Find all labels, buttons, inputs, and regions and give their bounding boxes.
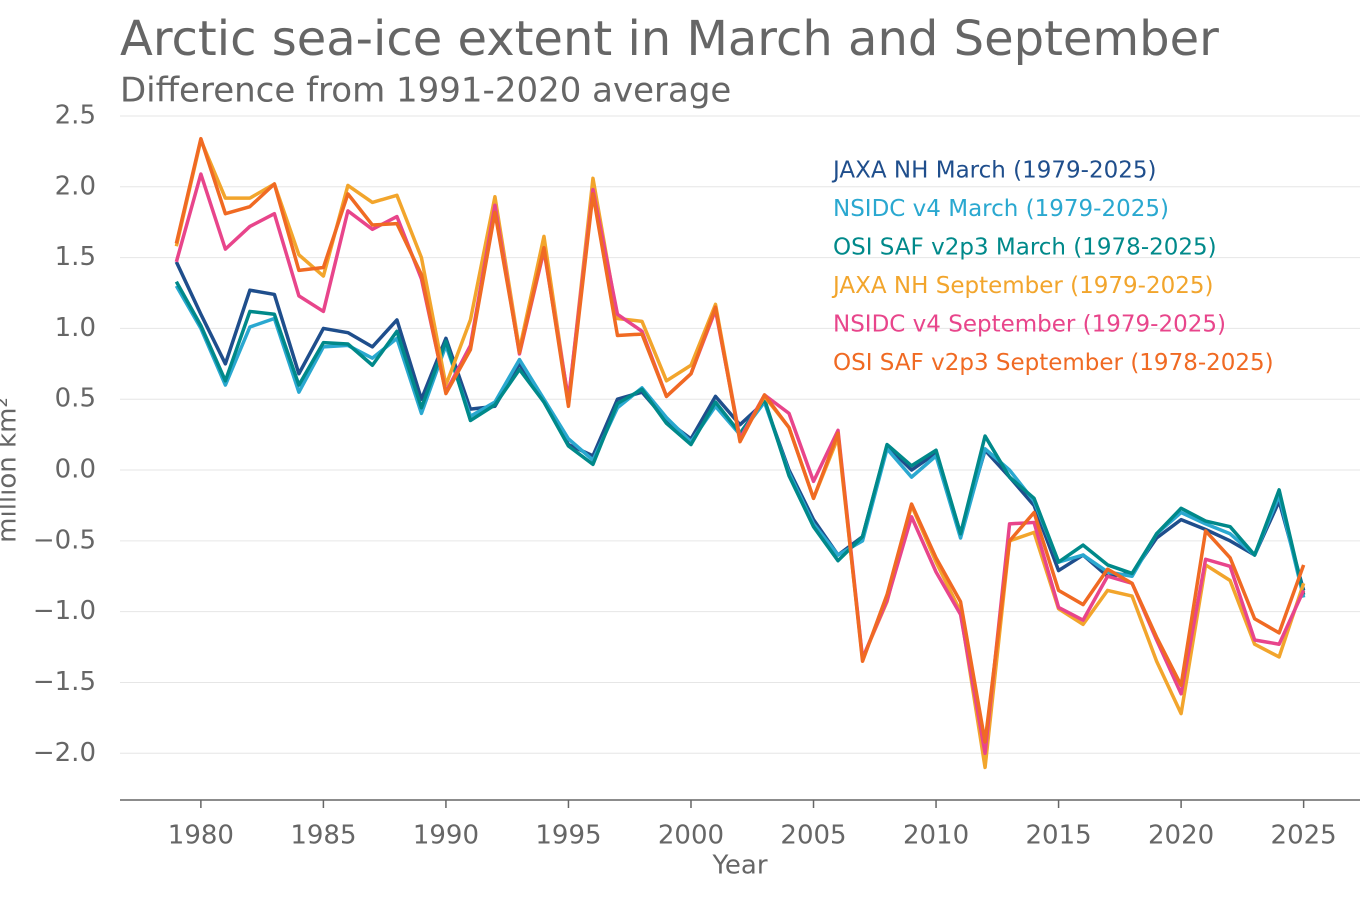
legend-entry: NSIDC v4 March (1979-2025) [833, 196, 1169, 222]
x-tick-label: 1985 [290, 821, 356, 851]
y-tick-label: −2.0 [33, 738, 96, 768]
chart-subtitle: Difference from 1991-2020 average [120, 71, 731, 111]
x-tick-label: 1980 [168, 821, 234, 851]
legend-entry: JAXA NH March (1979-2025) [831, 158, 1156, 184]
x-tick-label: 1990 [413, 821, 479, 851]
series-line [174, 172, 1306, 756]
legend-entry: NSIDC v4 September (1979-2025) [833, 312, 1226, 338]
x-tick-label: 2020 [1148, 821, 1214, 851]
y-tick-label: 1.5 [55, 242, 96, 272]
series-line [174, 136, 1306, 744]
x-tick-label: 2005 [780, 821, 846, 851]
x-axis-label: Year [711, 851, 767, 881]
chart-title: Arctic sea-ice extent in March and Septe… [120, 11, 1219, 67]
x-tick-label: 2010 [903, 821, 969, 851]
y-tick-label: −1.0 [33, 596, 96, 626]
x-tick-label: 1995 [535, 821, 601, 851]
x-tick-label: 2000 [658, 821, 724, 851]
y-tick-label: 0.0 [55, 455, 96, 485]
y-axis-label: million km² [0, 397, 23, 543]
y-tick-label: 1.0 [55, 313, 96, 343]
y-tick-label: −1.5 [33, 667, 96, 697]
y-tick-label: 2.5 [55, 101, 96, 131]
x-tick-label: 2015 [1025, 821, 1091, 851]
y-tick-label: 2.0 [55, 171, 96, 201]
legend-entry: JAXA NH September (1979-2025) [831, 273, 1213, 299]
legend-entry: OSI SAF v2p3 September (1978-2025) [833, 350, 1274, 376]
y-tick-label: −0.5 [33, 525, 96, 555]
y-tick-label: 0.5 [55, 384, 96, 414]
x-tick-label: 2025 [1271, 821, 1337, 851]
legend-entry: OSI SAF v2p3 March (1978-2025) [833, 235, 1217, 261]
